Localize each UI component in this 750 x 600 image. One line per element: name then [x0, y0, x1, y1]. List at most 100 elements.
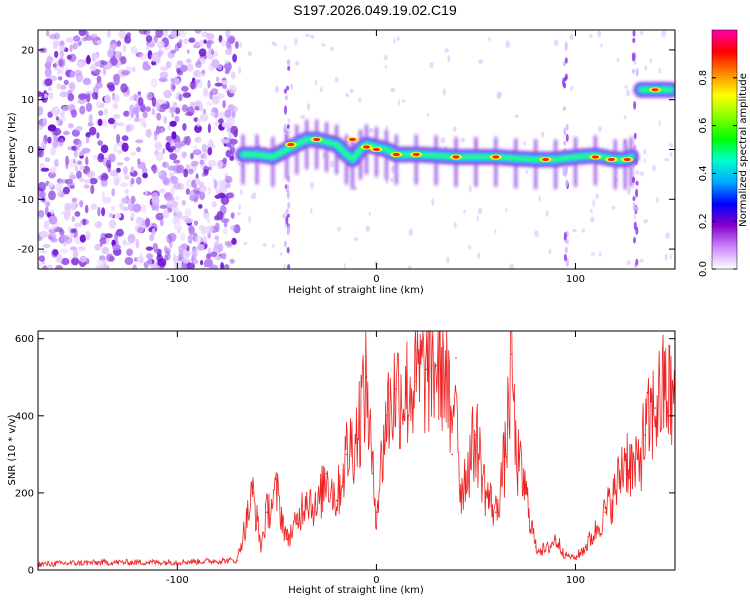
noise-blob [50, 209, 55, 216]
noise-blob [169, 146, 176, 151]
noise-blob [624, 84, 628, 89]
noise-blob [188, 225, 195, 235]
snr-point [325, 472, 328, 475]
streak-blob [633, 100, 637, 110]
noise-blob [79, 200, 84, 208]
snr-point [116, 561, 119, 564]
noise-blob [214, 82, 223, 87]
noise-blob [214, 194, 222, 199]
x-tick-label: -100 [166, 274, 189, 285]
hot-spots [284, 87, 662, 163]
noise-blob [69, 70, 76, 78]
noise-blob [611, 205, 616, 210]
noise-blob [85, 102, 93, 113]
noise-blob [207, 247, 211, 253]
noise-blob [214, 235, 220, 241]
noise-blob [284, 44, 287, 51]
noise-blob [72, 158, 76, 164]
noise-blob [47, 136, 52, 144]
noise-blob [52, 249, 59, 256]
noise-blob [124, 36, 132, 44]
x-tick-label: 100 [566, 274, 585, 285]
noise-blob [129, 95, 134, 101]
streak-blob [631, 52, 635, 62]
noise-blob [175, 141, 180, 148]
noise-blob [38, 124, 44, 130]
hot-spot [607, 157, 615, 162]
noise-blob [658, 68, 662, 74]
noise-blob [100, 144, 109, 154]
streak-blob [287, 66, 291, 71]
noise-blob [79, 150, 86, 156]
noise-blob [217, 92, 225, 100]
noise-blob [595, 193, 599, 200]
noise-blob [136, 146, 141, 153]
noise-blob [165, 61, 172, 69]
noise-blob [69, 228, 77, 234]
noise-blob [85, 132, 91, 138]
noise-blob [238, 66, 242, 75]
noise-blob [42, 117, 48, 127]
noise-blob [126, 248, 133, 257]
noise-blob [238, 204, 241, 211]
noise-blob [314, 79, 318, 86]
streak-blob [564, 76, 567, 82]
noise-blob [505, 208, 508, 213]
noise-blob [214, 241, 219, 249]
noise-blob [194, 30, 202, 34]
noise-blob [40, 249, 47, 254]
noise-blob [204, 151, 208, 162]
noise-blob [408, 265, 412, 269]
noise-blob [665, 232, 671, 239]
noise-blob [525, 170, 529, 174]
snr-point [286, 538, 288, 540]
noise-blob [94, 243, 102, 251]
noise-blob [49, 33, 57, 40]
snr-point [624, 453, 626, 456]
noise-blob [211, 58, 220, 69]
noise-blob [396, 36, 400, 41]
noise-blob [207, 123, 211, 134]
streak-blob [563, 253, 567, 262]
noise-blob [67, 103, 76, 111]
snr-point [345, 453, 348, 456]
noise-blob [118, 30, 126, 39]
noise-blob [181, 151, 187, 159]
noise-blob [207, 80, 211, 89]
noise-blob [183, 250, 191, 258]
noise-blob [75, 126, 83, 132]
noise-blob [664, 158, 670, 162]
noise-blob [368, 128, 374, 133]
snr-point [260, 546, 262, 548]
noise-blob [145, 217, 151, 228]
noise-blob [658, 120, 661, 127]
streak-blob [633, 221, 637, 231]
noise-blob [383, 55, 388, 61]
snr-x-label: Height of straight line (km) [288, 585, 424, 596]
noise-blob [538, 195, 541, 203]
noise-blob [49, 167, 57, 174]
noise-blob [600, 43, 603, 48]
noise-blob [90, 65, 97, 72]
noise-blob [194, 235, 203, 244]
noise-blob [149, 234, 155, 242]
noise-blob [58, 187, 62, 197]
noise-blob [114, 50, 121, 59]
snr-point [634, 472, 636, 475]
noise-blob [173, 215, 179, 224]
streak-blob [632, 196, 636, 202]
y-tick-label: 10 [21, 95, 34, 106]
noise-blob [68, 82, 74, 90]
noise-blob [553, 39, 559, 47]
noise-blob [649, 58, 653, 64]
noise-blob [192, 149, 202, 156]
noise-blob [38, 210, 45, 218]
noise-blob [82, 218, 87, 226]
streak-blob [286, 184, 290, 190]
noise-blob [40, 167, 50, 172]
noise-blob [353, 237, 359, 241]
noise-blob [195, 61, 202, 68]
noise-blob [626, 187, 632, 195]
noise-blob [290, 83, 294, 90]
noise-blob [69, 44, 73, 53]
